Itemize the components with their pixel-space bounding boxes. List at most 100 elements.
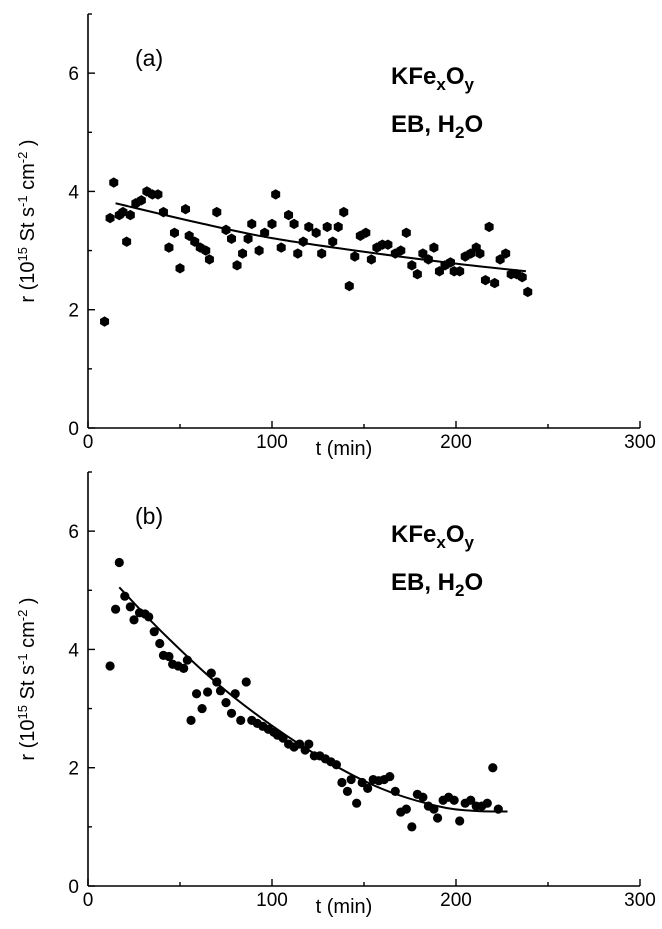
data-point xyxy=(120,591,130,601)
data-point xyxy=(455,266,465,277)
data-point xyxy=(429,804,439,814)
data-point xyxy=(271,189,281,200)
data-point xyxy=(501,248,511,259)
y-label-text: cm xyxy=(17,621,39,653)
annotation-sub: 2 xyxy=(455,123,464,142)
data-point xyxy=(346,774,356,785)
annotation-text: EB, H xyxy=(391,111,455,138)
y-axis-label: r (1015 St s-1 cm-2 ) xyxy=(15,139,39,302)
x-axis-label: t (min) xyxy=(316,896,373,918)
y-label-sup: 15 xyxy=(15,705,30,719)
data-point xyxy=(366,254,376,265)
data-point xyxy=(304,739,314,749)
data-point xyxy=(449,795,459,805)
data-point xyxy=(445,257,455,268)
data-point xyxy=(164,242,174,253)
panel-label: (a) xyxy=(135,45,163,71)
data-point xyxy=(337,777,347,788)
x-tick-label: 300 xyxy=(624,890,656,911)
data-point xyxy=(191,689,202,699)
y-tick-label: 2 xyxy=(68,301,79,322)
data-point xyxy=(105,212,115,224)
data-point xyxy=(311,227,321,239)
x-tick-label: 0 xyxy=(83,890,94,911)
data-point xyxy=(390,786,400,796)
data-point xyxy=(412,269,422,280)
data-point xyxy=(179,663,189,673)
y-tick-label: 2 xyxy=(68,759,79,780)
y-label-text: ) xyxy=(17,139,39,151)
data-point xyxy=(361,227,371,239)
annotation-text: EB, H xyxy=(391,569,455,596)
data-point xyxy=(206,668,216,678)
data-point xyxy=(295,739,305,749)
data-point xyxy=(328,236,338,247)
data-point xyxy=(278,733,288,743)
data-point xyxy=(105,661,115,671)
y-tick-label: 6 xyxy=(68,522,79,543)
y-tick-label: 4 xyxy=(68,640,79,661)
data-point xyxy=(407,260,417,271)
data-point xyxy=(236,715,246,726)
data-point xyxy=(385,771,395,782)
data-point xyxy=(247,218,257,230)
data-point xyxy=(523,286,533,298)
fit-curve xyxy=(118,586,508,813)
y-label-sup: -1 xyxy=(15,195,30,207)
data-point xyxy=(111,604,121,614)
annotation-text: O xyxy=(464,111,483,138)
annotation-conditions: EB, H2O xyxy=(391,569,483,600)
data-point xyxy=(100,316,110,327)
data-point xyxy=(331,760,341,770)
data-point xyxy=(221,698,231,708)
data-point xyxy=(230,689,240,699)
data-point xyxy=(396,245,406,256)
data-point xyxy=(136,195,146,206)
data-point xyxy=(484,221,494,233)
data-point xyxy=(212,206,222,218)
data-point xyxy=(212,677,222,687)
data-point xyxy=(482,798,492,808)
annotation-text: O xyxy=(446,63,465,90)
data-point xyxy=(493,804,503,814)
y-label-text: r (10 xyxy=(17,719,39,760)
data-point xyxy=(114,557,124,568)
data-point xyxy=(181,203,191,215)
data-point xyxy=(304,221,314,233)
y-label-text: ) xyxy=(17,597,39,609)
y-axis-label: r (1015 St s-1 cm-2 ) xyxy=(15,597,39,760)
y-label-text: r (10 xyxy=(17,261,39,302)
data-point xyxy=(215,686,226,696)
annotation-sub: y xyxy=(464,533,474,552)
x-tick-label: 0 xyxy=(83,432,94,453)
data-point xyxy=(201,245,211,256)
data-point xyxy=(383,239,393,250)
data-point xyxy=(517,271,527,283)
annotation-sub: x xyxy=(436,75,446,94)
data-point xyxy=(429,242,439,253)
data-point xyxy=(227,233,237,244)
x-tick-label: 300 xyxy=(624,432,656,453)
data-point xyxy=(407,822,417,832)
annotation-text: O xyxy=(446,521,465,548)
data-point xyxy=(197,703,207,714)
data-point xyxy=(175,263,185,274)
data-point xyxy=(118,206,128,218)
data-point xyxy=(186,715,196,726)
data-point xyxy=(488,763,498,773)
data-point xyxy=(344,280,354,292)
data-point xyxy=(129,615,139,625)
annotation-sub: x xyxy=(436,533,446,552)
data-point xyxy=(232,260,242,271)
data-point xyxy=(125,602,135,612)
x-tick-label: 100 xyxy=(256,890,288,911)
data-point xyxy=(254,245,264,256)
y-label-text: St s xyxy=(17,207,39,247)
data-point xyxy=(363,783,373,794)
data-point xyxy=(122,236,132,247)
data-point xyxy=(418,792,428,802)
y-tick-label: 0 xyxy=(68,877,79,898)
data-point xyxy=(204,254,214,265)
data-point xyxy=(339,206,349,218)
data-point xyxy=(149,627,159,637)
